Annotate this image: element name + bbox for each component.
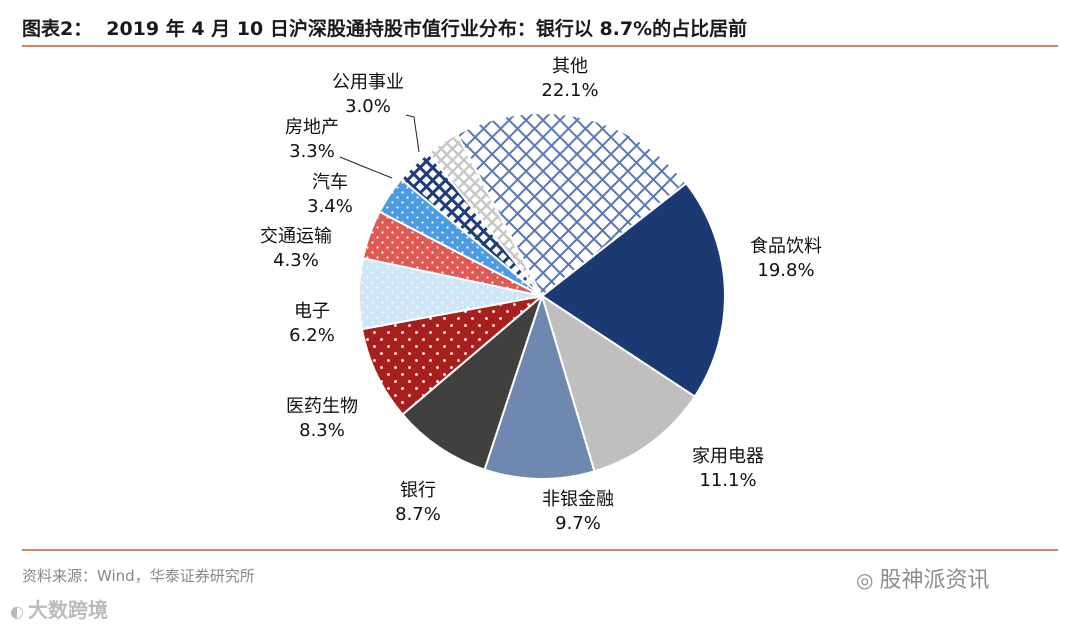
slice-value-auto: 3.4%	[307, 196, 353, 217]
slice-label-electronics: 电子	[294, 301, 330, 322]
figure-label: 图表2：	[22, 18, 93, 40]
slice-label-appliance: 家用电器	[692, 446, 764, 467]
watermark-left: ◐ 大数跨境	[10, 594, 108, 623]
slice-value-pharma: 8.3%	[299, 420, 345, 441]
pie-slice-food	[540, 181, 726, 398]
watermark-right-text: 股神派资讯	[879, 568, 990, 593]
slice-value-nonbank: 9.7%	[555, 513, 601, 534]
slice-label-nonbank: 非银金融	[542, 489, 614, 510]
pie-slice-nonbank	[483, 292, 596, 480]
leader-line-realestate	[339, 156, 393, 179]
slice-value-realestate: 3.3%	[289, 141, 335, 162]
pie-slice-appliance	[540, 293, 697, 473]
slice-label-transport: 交通运输	[260, 226, 332, 247]
slice-value-other: 22.1%	[541, 80, 598, 101]
chart-title: 图表2： 2019 年 4 月 10 日沪深股通持股市值行业分布：银行以 8.7%…	[22, 14, 747, 41]
leader-line-utilities	[405, 114, 420, 153]
slice-label-auto: 汽车	[312, 172, 348, 193]
top-divider	[22, 45, 1058, 47]
slice-value-appliance: 11.1%	[699, 470, 756, 491]
slice-label-utilities: 公用事业	[332, 72, 404, 93]
slice-label-pharma: 医药生物	[286, 396, 358, 417]
watermark-left-text: 大数跨境	[27, 598, 108, 622]
slice-value-food: 19.8%	[757, 260, 814, 281]
pie-slice-other	[455, 111, 688, 298]
slice-label-bank: 银行	[400, 480, 436, 501]
pie-slice-bank	[401, 292, 545, 472]
wechat-icon: ◎	[856, 568, 874, 592]
slice-value-transport: 4.3%	[273, 250, 319, 271]
logo-icon: ◐	[10, 602, 24, 621]
source-note: 资料来源：Wind，华泰证券研究所	[22, 567, 255, 585]
slice-value-electronics: 6.2%	[289, 325, 335, 346]
slice-label-other: 其他	[552, 56, 588, 77]
pie-slice-pharma	[360, 294, 546, 416]
slice-value-bank: 8.7%	[395, 504, 441, 525]
slice-value-utilities: 3.0%	[345, 96, 391, 117]
figure-title-text: 2019 年 4 月 10 日沪深股通持股市值行业分布：银行以 8.7%的占比居…	[106, 18, 748, 40]
slice-label-realestate: 房地产	[285, 117, 339, 138]
slice-label-food: 食品饮料	[750, 236, 822, 257]
bottom-divider	[22, 549, 1058, 551]
watermark-right: ◎ 股神派资讯	[856, 562, 989, 594]
